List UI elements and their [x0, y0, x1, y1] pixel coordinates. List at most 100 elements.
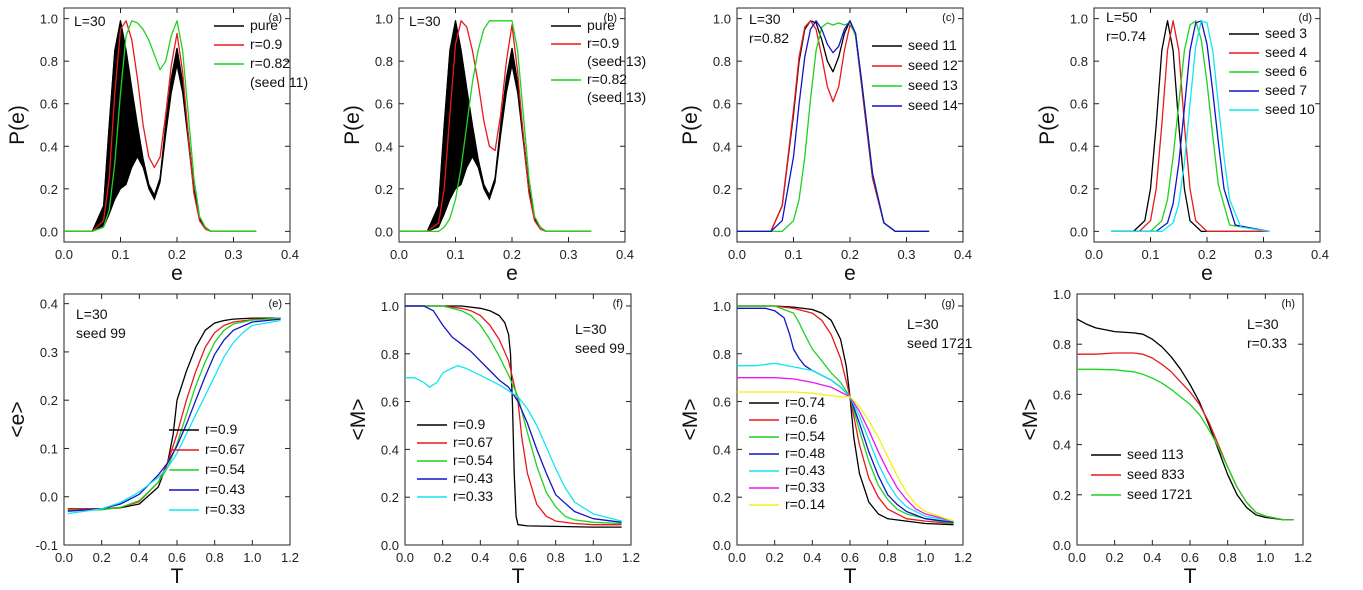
y-tick-label: 0.0	[381, 538, 399, 553]
y-tick-label: 0.4	[713, 442, 731, 457]
panel-e: 0.0 0.2 0.4 0.6 0.8 1.0 1.2-0.10.00.10.20.30.4…	[6, 293, 299, 588]
series-line-r-0-82	[399, 20, 592, 233]
legend: r=0.74r=0.6r=0.54r=0.48r=0.43r=0.33r=0.1…	[749, 394, 825, 512]
legend-entry: r=0.82	[587, 71, 627, 87]
legend-entry: seed 1721	[1127, 486, 1193, 502]
y-tick-label: 1.0	[713, 299, 731, 314]
x-tick-label: 1.0	[916, 550, 934, 565]
x-axis-label: T	[512, 565, 525, 585]
x-tick-label: 1.2	[954, 550, 972, 565]
y-tick-label: 0.4	[1053, 438, 1071, 453]
series-line-r-0-9	[405, 305, 622, 528]
legend-entry: r=0.6	[785, 411, 818, 427]
legend-entry: r=0.9	[250, 36, 283, 52]
legend-entry: r=0.14	[785, 496, 825, 512]
y-tick-label: 1.0	[381, 299, 399, 314]
y-axis-label: <M>	[679, 398, 702, 440]
y-tick-label: 0.2	[713, 182, 731, 197]
y-tick-label: 0.0	[713, 224, 731, 239]
legend-entry: seed 14	[908, 97, 958, 113]
x-tick-label: 0.8	[547, 550, 565, 565]
panel-label: (b)	[604, 12, 617, 24]
y-tick-label: 0.6	[713, 97, 731, 112]
legend-entry: r=0.67	[205, 441, 245, 457]
legend-entry: seed 10	[1265, 101, 1315, 117]
series-line-seed-7	[1111, 20, 1270, 233]
x-tick-label: 0.2	[503, 247, 521, 262]
y-axis-label: <e>	[6, 401, 29, 437]
panel-label: (e)	[269, 298, 282, 310]
x-tick-label: 0.0	[1068, 550, 1086, 565]
legend-entry: r=0.48	[785, 445, 825, 461]
panel-b: 0.0 0.1 0.2 0.3 0.4 0.0 0.2 0.4 0.6 0.8 1.0 e P(e) (b…	[341, 7, 646, 285]
panel-d: 0.0 0.1 0.2 0.3 0.4 0.0 0.2 0.4 0.6 0.8 1.0 e P(e) (d…	[1036, 7, 1329, 285]
legend: pure r=0.9 r=0.82 (seed 11)	[214, 17, 308, 90]
panel-annotation: L=30	[749, 11, 781, 27]
panel-annotation: L=30	[1247, 316, 1279, 332]
panel-annotation: L=30	[907, 316, 939, 332]
y-tick-label: 0.0	[40, 224, 58, 239]
legend-entry: seed 12	[908, 57, 958, 73]
legend-entry: r=0.9	[587, 35, 620, 51]
series-line-r-0-43	[67, 318, 281, 512]
series-line-seed-1721	[1077, 368, 1294, 521]
series-band-pure	[64, 20, 257, 232]
x-tick-label: 0.3	[224, 247, 242, 262]
panel-label: (f)	[613, 298, 623, 310]
panel-a: 0.0 0.1 0.2 0.3 0.4 0.0 0.2 0.4 0.6 0.8 1.0 e P(e) (a…	[6, 7, 308, 285]
legend-entry: seed 833	[1127, 466, 1185, 482]
legend-entry-subtext: (seed 11)	[250, 74, 308, 90]
x-tick-label: 1.0	[584, 550, 602, 565]
y-axis-label: P(e)	[6, 105, 29, 145]
x-tick-label: 0.2	[1198, 247, 1216, 262]
x-tick-label: 0.0	[728, 247, 746, 262]
x-tick-label: 0.3	[1254, 247, 1272, 262]
y-tick-label: 0.6	[375, 97, 393, 112]
y-axis-label: P(e)	[341, 105, 364, 145]
legend-entry: r=0.33	[785, 479, 825, 495]
legend-entry: r=0.74	[785, 394, 825, 410]
y-tick-label: 0.0	[713, 538, 731, 553]
legend-entry: seed 3	[1265, 25, 1307, 41]
panel-label: (d)	[1299, 12, 1312, 24]
legend-entry: r=0.67	[453, 434, 493, 450]
panel-annotation: r=0.74	[1106, 28, 1146, 44]
x-tick-label: 0.1	[1141, 247, 1159, 262]
legend-entry: r=0.33	[453, 488, 493, 504]
legend-entry: r=0.43	[785, 462, 825, 478]
legend-entry-subtext: (seed 13)	[587, 89, 646, 105]
y-tick-label: 0.6	[1070, 97, 1088, 112]
x-tick-label: 0.6	[509, 550, 527, 565]
y-tick-label: 1.0	[1070, 12, 1088, 27]
panel-label: (h)	[1282, 298, 1295, 310]
x-tick-label: 1.2	[281, 550, 299, 565]
x-tick-label: 0.3	[559, 247, 577, 262]
series-line-seed-113	[1077, 318, 1294, 521]
series-line-seed-10	[1111, 20, 1270, 233]
series-line-r-0-67	[67, 317, 281, 510]
y-tick-label: 0.8	[381, 347, 399, 362]
series-band-pure	[399, 20, 592, 232]
y-tick-label: 0.0	[1070, 224, 1088, 239]
x-tick-label: 0.2	[93, 550, 111, 565]
x-tick-label: 0.2	[1106, 550, 1124, 565]
series-line-r-0-14	[737, 391, 954, 522]
plot-area	[737, 305, 954, 526]
panel-annotation: L=30	[575, 321, 607, 337]
y-tick-label: 0.4	[1070, 139, 1088, 154]
series-line-pure	[399, 20, 592, 233]
series-line-r-0-33	[67, 319, 281, 515]
legend-entry: seed 13	[908, 77, 958, 93]
legend-entry: r=0.54	[205, 461, 245, 477]
legend-entry: seed 6	[1265, 63, 1307, 79]
y-axis-label: P(e)	[679, 105, 702, 145]
x-tick-label: 0.3	[897, 247, 915, 262]
y-tick-label: 0.8	[40, 54, 58, 69]
panel-c: 0.0 0.1 0.2 0.3 0.4 0.0 0.2 0.4 0.6 0.8 1.0 e P(e) (c…	[679, 7, 972, 285]
y-axis-label: P(e)	[1036, 105, 1059, 145]
y-tick-label: 0.6	[713, 395, 731, 410]
y-tick-label: 0.1	[40, 441, 58, 456]
legend-entry: pure	[587, 17, 615, 33]
series-line-r-0-6	[737, 305, 954, 525]
x-tick-label: 1.2	[622, 550, 640, 565]
